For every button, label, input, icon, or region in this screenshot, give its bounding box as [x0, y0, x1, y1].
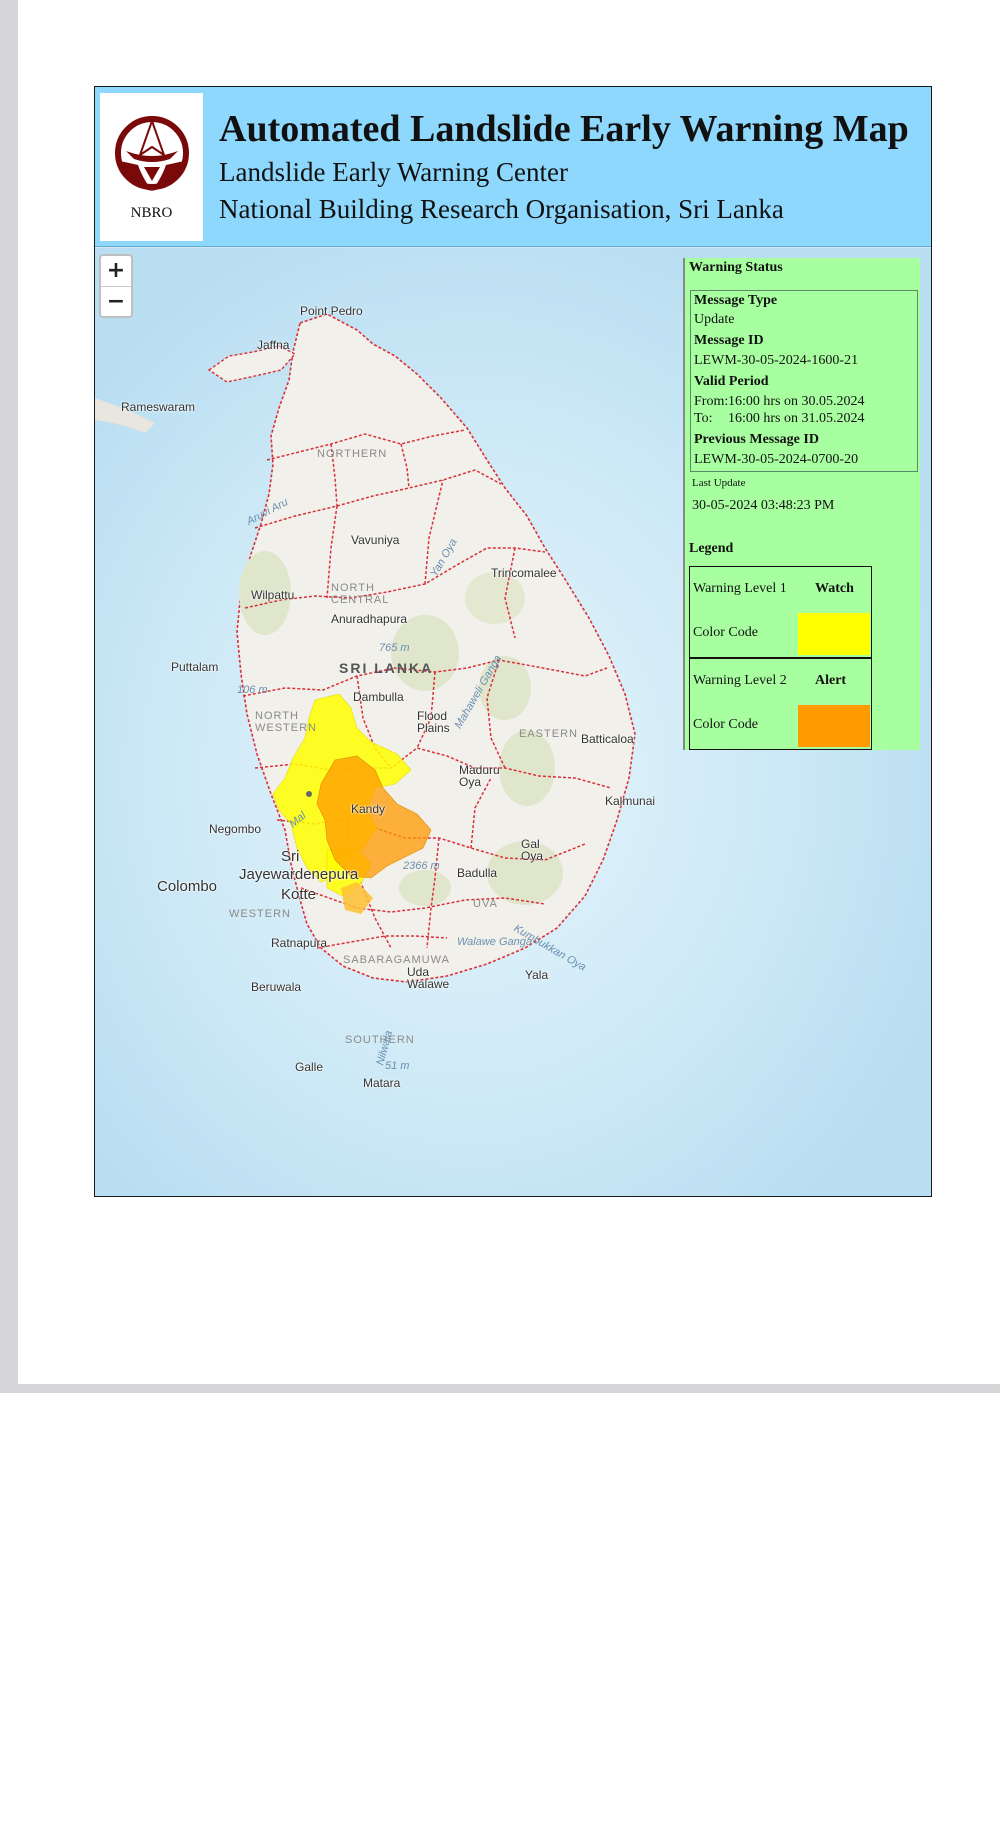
- legend-level: Warning Level 2: [693, 673, 787, 688]
- warning-map-card: NBRO Automated Landslide Early Warning M…: [94, 86, 932, 1197]
- map-header: NBRO Automated Landslide Early Warning M…: [95, 87, 931, 247]
- place-dambulla: Dambulla: [353, 690, 404, 704]
- elevation-51: 51 m: [385, 1060, 410, 1072]
- region-north-central: NORTH CENTRAL: [331, 582, 390, 606]
- warning-status-title: Warning Status: [689, 260, 783, 275]
- legend-swatch-alert: [798, 705, 870, 747]
- valid-to-row: To: 16:00 hrs on 31.05.2024: [694, 411, 865, 427]
- colombo-marker: [306, 791, 312, 797]
- last-update-value: 30-05-2024 03:48:23 PM: [692, 498, 835, 513]
- india-coast: [95, 398, 155, 433]
- district-borders: [242, 429, 612, 949]
- map-title: Automated Landslide Early Warning Map: [219, 108, 909, 150]
- jaffna-peninsula: [207, 345, 297, 383]
- message-details-box: Message Type Update Message ID LEWM-30-0…: [690, 290, 918, 472]
- region-sabaragamuwa: SABARAGAMUWA: [343, 954, 450, 966]
- park-gal-oya: [499, 730, 555, 806]
- place-gal-oya: Gal Oya: [521, 837, 544, 863]
- place-negombo: Negombo: [209, 822, 262, 836]
- place-jaffna: Jaffna: [257, 338, 290, 352]
- legend-color-label: Color Code: [693, 717, 758, 732]
- warning-status-panel: Warning Status Message Type Update Messa…: [683, 258, 920, 750]
- region-southern: SOUTHERN: [345, 1034, 415, 1046]
- place-ratnapura: Ratnapura: [271, 936, 328, 950]
- place-kandy: Kandy: [351, 802, 386, 816]
- place-rameswaram: Rameswaram: [121, 400, 196, 414]
- place-puttalam: Puttalam: [171, 660, 219, 674]
- legend-name: Alert: [815, 673, 847, 688]
- valid-to-label: To:: [694, 411, 713, 426]
- message-type-label: Message Type: [694, 293, 778, 308]
- legend-name: Watch: [815, 581, 854, 596]
- place-beruwala: Beruwala: [251, 980, 302, 994]
- message-id-label: Message ID: [694, 333, 764, 348]
- legend-level: Warning Level 1: [693, 581, 787, 596]
- place-colombo: Colombo: [157, 878, 218, 895]
- legend-item-watch: Warning Level 1 Watch Color Code: [689, 566, 872, 658]
- region-northern: NORTHERN: [317, 448, 388, 460]
- valid-to-value: 16:00 hrs on 31.05.2024: [728, 411, 865, 426]
- park-uda-walawe: [399, 870, 451, 906]
- region-eastern: EASTERN: [519, 728, 578, 740]
- legend-title: Legend: [689, 541, 734, 556]
- park-maduru-oya: [479, 656, 531, 720]
- previous-id-value: LEWM-30-05-2024-0700-20: [694, 452, 859, 467]
- country-label: SRI LANKA: [339, 660, 434, 676]
- place-yala: Yala: [525, 968, 549, 982]
- nbro-emblem-icon: [115, 116, 189, 191]
- message-id-value: LEWM-30-05-2024-1600-21: [694, 353, 859, 368]
- valid-period-label: Valid Period: [694, 374, 769, 389]
- valid-from-row: From:16:00 hrs on 30.05.2024: [694, 394, 865, 410]
- place-matara: Matara: [363, 1076, 401, 1090]
- river-walawe: Walawe Ganga: [457, 936, 533, 948]
- place-vavuniya: Vavuniya: [351, 533, 400, 547]
- zoom-in-button[interactable]: +: [106, 258, 126, 283]
- place-sri: Sri: [281, 848, 300, 865]
- legend-item-alert: Warning Level 2 Alert Color Code: [689, 658, 872, 750]
- alert-zone-south[interactable]: [341, 882, 373, 914]
- place-jayewardenepura: Jayewardenepura: [239, 866, 359, 883]
- place-badulla: Badulla: [457, 866, 498, 880]
- zoom-control: + −: [99, 254, 133, 318]
- region-north-western: NORTH WESTERN: [255, 710, 317, 734]
- place-batticaloa: Batticaloa: [581, 732, 634, 746]
- place-point-pedro: Point Pedro: [300, 304, 363, 318]
- valid-from-value: 16:00 hrs on 30.05.2024: [728, 394, 865, 409]
- legend-color-label: Color Code: [693, 625, 758, 640]
- elevation-106: 106 m: [237, 684, 268, 696]
- place-galle: Galle: [295, 1060, 324, 1074]
- logo-text: NBRO: [130, 205, 173, 221]
- alert-zone[interactable]: [316, 755, 432, 879]
- map-area[interactable]: + − Point Pedro Jaffna Rameswaram Vavuni…: [95, 248, 931, 1196]
- zoom-out-button[interactable]: −: [101, 286, 131, 316]
- region-western: WESTERN: [229, 908, 291, 920]
- elevation-765: 765 m: [379, 642, 410, 654]
- place-wilpattu: Wilpattu: [251, 588, 295, 602]
- place-kotte: Kotte: [281, 886, 317, 903]
- park-somawathiya: [465, 572, 525, 624]
- valid-from-label: From:: [694, 394, 729, 409]
- legend-swatch-watch: [798, 613, 870, 655]
- previous-id-label: Previous Message ID: [694, 432, 819, 447]
- place-trincomalee: Trincomalee: [491, 566, 557, 580]
- place-uda-walawe: Uda Walawe: [407, 965, 450, 991]
- place-maduru-oya: Maduru Oya: [459, 763, 500, 789]
- message-type-value: Update: [694, 312, 735, 327]
- last-update-label: Last Update: [692, 477, 746, 489]
- nbro-logo: NBRO: [100, 93, 203, 241]
- park-wilpattu: [239, 551, 291, 635]
- park-flood-plains: [391, 615, 459, 691]
- region-uva: UVA: [473, 898, 498, 910]
- park-yala: [487, 841, 563, 905]
- center-name: Landslide Early Warning Center: [219, 157, 568, 187]
- organisation-name: National Building Research Organisation,…: [219, 194, 784, 224]
- elevation-2366: 2366 m: [403, 860, 440, 872]
- place-kalmunai: Kalmunai: [605, 794, 656, 808]
- place-flood-plains: Flood Plains: [417, 709, 450, 735]
- place-anuradhapura: Anuradhapura: [331, 612, 408, 626]
